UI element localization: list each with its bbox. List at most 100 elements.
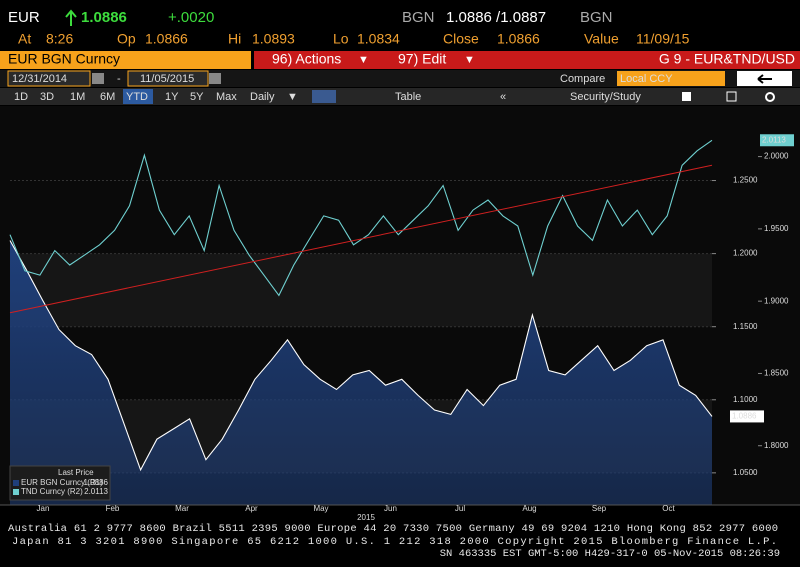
actions-menu[interactable]: 96) Actions: [272, 51, 341, 67]
table-button[interactable]: Table: [395, 91, 421, 103]
last-value-tag: [730, 410, 764, 423]
start-date-box[interactable]: [7, 70, 91, 87]
dropdown-arrow: ▼: [464, 54, 475, 66]
quote-label: Op: [117, 31, 136, 47]
footer-line: Australia 61 2 9777 8600 Brazil 5511 239…: [8, 523, 778, 535]
calendar-icon[interactable]: [209, 73, 221, 84]
page-code: G 9 - EUR&TND/USD: [659, 51, 795, 67]
series-line: [9, 139, 713, 297]
period-button[interactable]: Max: [216, 91, 237, 103]
x-tick-label: Jul: [455, 504, 465, 513]
trend-line: [9, 164, 713, 314]
dropdown-arrow: ▼: [287, 91, 298, 103]
x-year: 2015: [357, 513, 375, 522]
back-icon: [757, 74, 772, 84]
quote-label: Lo: [333, 31, 349, 47]
legend-label: EUR BGN Curncy (R1): [21, 478, 103, 487]
x-tick-label: Jan: [37, 504, 50, 513]
settings-icon[interactable]: [765, 92, 775, 102]
calendar-icon[interactable]: [92, 73, 104, 84]
legend-title: Last Price: [58, 468, 94, 477]
currency: Local CCY: [620, 73, 673, 85]
quote-value: 8:26: [46, 31, 73, 47]
up-arrow: [65, 9, 77, 26]
selected-period: [123, 89, 153, 104]
last-value-tag: [760, 134, 794, 147]
legend-value: 2.0113: [84, 487, 108, 496]
y-tick-label: 1.2000: [733, 249, 758, 258]
period-button[interactable]: YTD: [126, 91, 148, 103]
end-date: 11/05/2015: [140, 73, 194, 85]
currency-box[interactable]: [617, 71, 725, 86]
quote-value: 1.0834: [357, 31, 400, 47]
period-bar: [0, 88, 800, 105]
quote-label: Value: [584, 31, 619, 47]
legend-swatch: [13, 480, 19, 486]
footer-line: SN 463335 EST GMT-5:00 H429-317-0 05-Nov…: [440, 548, 780, 560]
quote-value: 1.0893: [252, 31, 295, 47]
period-button[interactable]: 1D: [14, 91, 28, 103]
ticker: EUR: [8, 9, 40, 26]
line-chart-button[interactable]: [312, 90, 336, 103]
quote-value: 1.0866: [497, 31, 540, 47]
legend-label: TND Curncy (R2): [21, 487, 83, 496]
x-tick-label: Aug: [522, 504, 536, 513]
x-tick-label: Sep: [592, 504, 607, 513]
y2-tick-label: 1.9000: [764, 296, 789, 305]
change: +.0020: [168, 9, 214, 26]
security-box[interactable]: [0, 51, 251, 69]
plot: 1.08862.01131.05001.10001.15001.20001.25…: [0, 106, 800, 522]
compare[interactable]: Compare: [560, 73, 605, 85]
quote-label: Close: [443, 31, 479, 47]
quote-value: 1.0866: [145, 31, 188, 47]
period-button[interactable]: 3D: [40, 91, 54, 103]
x-tick-label: Jun: [384, 504, 397, 513]
y-tick-label: 1.1000: [733, 395, 758, 404]
start-date: 12/31/2014: [12, 73, 67, 85]
quote-label: Hi: [228, 31, 241, 47]
edit-menu[interactable]: 97) Edit: [398, 51, 446, 67]
period-button[interactable]: 1Y: [165, 91, 179, 103]
legend-swatch: [13, 489, 19, 495]
legend-value: 1.0886: [84, 478, 109, 487]
period-button[interactable]: 1M: [70, 91, 85, 103]
x-tick-label: May: [313, 504, 328, 513]
last-value-label: 2.0113: [762, 135, 786, 144]
study-button[interactable]: Security/Study: [570, 91, 641, 103]
y-tick-label: 1.1500: [733, 322, 758, 331]
edit-icon[interactable]: [726, 91, 737, 102]
period-button[interactable]: 5Y: [190, 91, 204, 103]
quote-value: 11/09/15: [636, 31, 690, 47]
y2-tick-label: 1.8500: [764, 369, 789, 378]
bid-ask: 1.0886 /1.0887: [446, 9, 546, 26]
y2-tick-label: 2.0000: [764, 152, 789, 161]
y-tick-label: 1.0500: [733, 468, 758, 477]
x-tick-label: Oct: [662, 504, 675, 513]
last-value-label: 1.0886: [732, 412, 757, 421]
frequency[interactable]: Daily: [250, 91, 275, 103]
x-tick-label: Feb: [106, 504, 120, 513]
x-tick-label: Mar: [175, 504, 189, 513]
dropdown-arrow: ▼: [358, 54, 369, 66]
ask-currency: BGN: [580, 9, 613, 26]
bid-currency: BGN: [402, 9, 435, 26]
y-tick-label: 1.2500: [733, 176, 758, 185]
y2-tick-label: 1.9500: [764, 224, 789, 233]
scroll-left[interactable]: «: [500, 91, 506, 103]
menu-bar: [254, 51, 800, 69]
period-button[interactable]: 6M: [100, 91, 115, 103]
band: [10, 253, 712, 327]
security: EUR BGN Curncy: [8, 51, 120, 67]
date-dash: -: [117, 73, 121, 85]
series-line: [9, 240, 713, 472]
footer-line: Japan 81 3 3201 8900 Singapore 65 6212 1…: [12, 536, 777, 548]
price: 1.0886: [81, 9, 127, 26]
x-tick-label: Apr: [245, 504, 258, 513]
y2-tick-label: 1.8000: [764, 441, 789, 450]
end-date-box[interactable]: [127, 70, 209, 87]
quote-label: At: [18, 31, 31, 47]
flag-icon[interactable]: [682, 92, 691, 101]
legend-box: [9, 465, 111, 501]
